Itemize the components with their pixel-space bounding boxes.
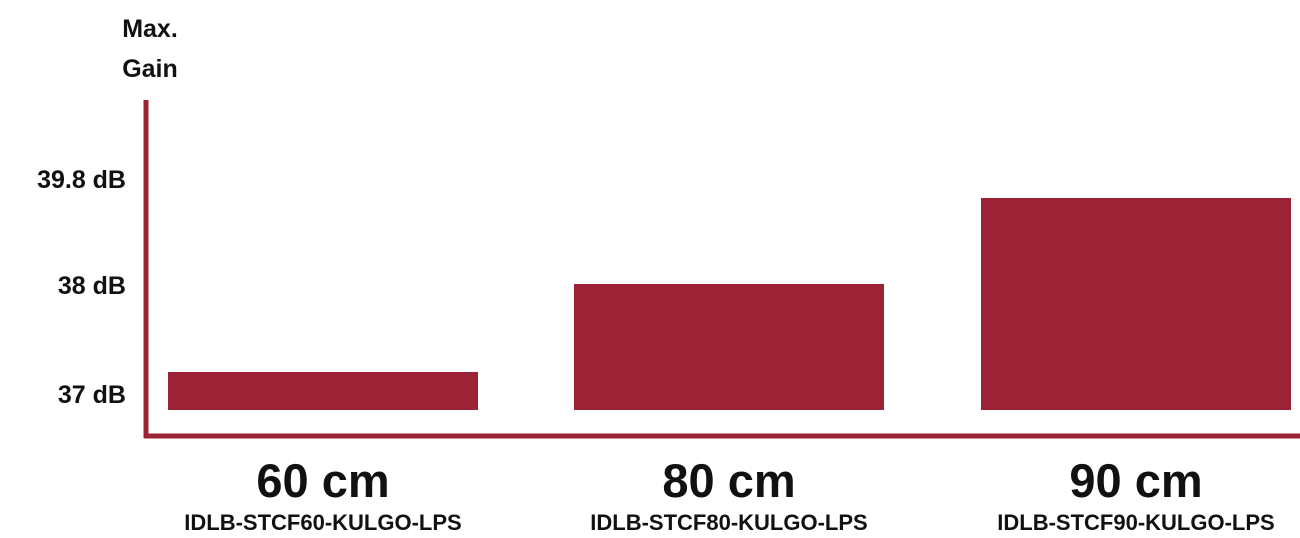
x-category-label: 80 cm xyxy=(662,454,796,507)
y-tick-label: 37 dB xyxy=(57,381,126,409)
bar-3 xyxy=(981,198,1291,410)
x-category-label: 60 cm xyxy=(256,454,390,507)
bar-1 xyxy=(168,372,478,410)
y-axis-label-line-1: Max. xyxy=(122,15,178,43)
bar-2 xyxy=(574,284,884,410)
y-axis-label-line-2: Gain xyxy=(122,55,178,83)
x-category-sublabel: IDLB-STCF60-KULGO-LPS xyxy=(184,510,462,535)
x-category-label: 90 cm xyxy=(1069,454,1203,507)
y-tick-label: 38 dB xyxy=(57,272,126,300)
x-category-sublabel: IDLB-STCF90-KULGO-LPS xyxy=(997,510,1275,535)
x-category-sublabel: IDLB-STCF80-KULGO-LPS xyxy=(590,510,868,535)
y-tick-label: 39.8 dB xyxy=(37,166,126,194)
